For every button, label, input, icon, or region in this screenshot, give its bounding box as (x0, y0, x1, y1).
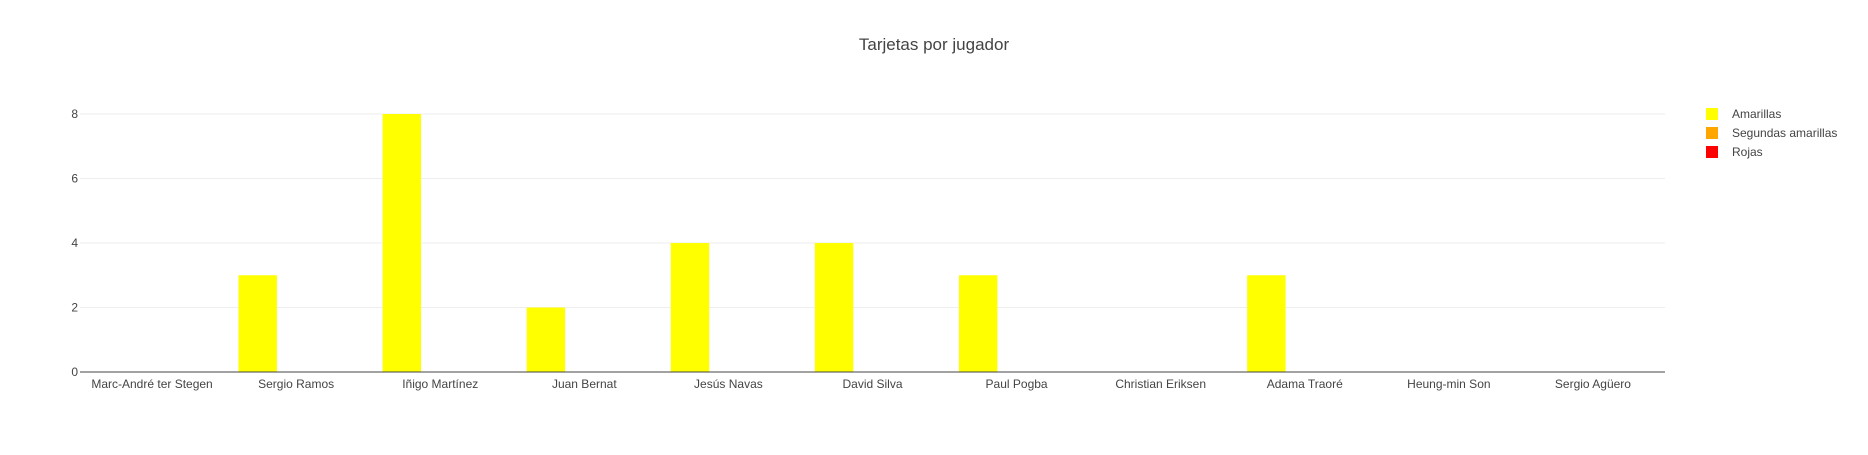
bar[interactable] (526, 307, 566, 373)
x-tick-label: Christian Eriksen (1115, 377, 1206, 391)
x-axis-ticks: Marc-André ter Stegen Sergio Ramos Iñigo M… (91, 377, 1631, 391)
bar[interactable] (958, 275, 998, 372)
legend-swatch[interactable] (1706, 108, 1718, 120)
y-tick-label: 0 (71, 365, 78, 379)
x-tick-label: Iñigo Martínez (402, 377, 478, 391)
chart-title: Tarjetas por jugador (859, 35, 1010, 54)
bar[interactable] (670, 243, 710, 372)
x-tick-label: Paul Pogba (986, 377, 1048, 391)
bar[interactable] (238, 275, 277, 372)
x-tick-label: Jesús Navas (694, 377, 763, 391)
legend-swatch[interactable] (1706, 127, 1718, 139)
x-tick-label: Sergio Agüero (1555, 377, 1631, 391)
bars (238, 114, 1286, 373)
x-tick-label: David Silva (842, 377, 902, 391)
legend-swatch[interactable] (1706, 146, 1718, 158)
bar[interactable] (382, 114, 422, 372)
y-tick-label: 2 (71, 301, 78, 315)
legend-label[interactable]: Amarillas (1732, 107, 1781, 121)
y-tick-label: 6 (71, 172, 78, 186)
legend-label[interactable]: Segundas amarillas (1732, 126, 1837, 140)
bar[interactable] (1247, 275, 1286, 372)
x-tick-label: Sergio Ramos (258, 377, 334, 391)
legend-label[interactable]: Rojas (1732, 145, 1763, 159)
legend: Amarillas Segundas amarillas Rojas (1706, 107, 1837, 159)
y-tick-label: 8 (71, 107, 78, 121)
y-axis-ticks: 0 2 4 6 8 (71, 107, 78, 379)
gridlines (80, 113, 1665, 308)
x-tick-label: Adama Traoré (1267, 377, 1343, 391)
x-tick-label: Marc-André ter Stegen (91, 377, 212, 391)
bar[interactable] (814, 243, 854, 372)
x-tick-label: Heung-min Son (1407, 377, 1490, 391)
x-tick-label: Juan Bernat (552, 377, 617, 391)
y-tick-label: 4 (71, 236, 78, 250)
